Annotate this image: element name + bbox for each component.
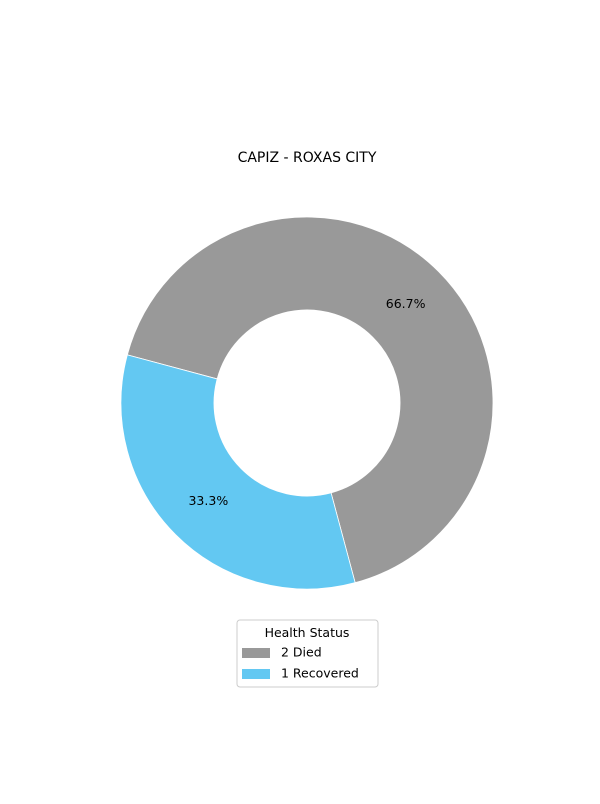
legend: Health Status 2 Died 1 Recovered	[236, 619, 379, 688]
percent-labels-group: 66.7% 33.3%	[188, 296, 425, 508]
legend-label-recovered: 1 Recovered	[281, 666, 359, 681]
percent-label-died: 66.7%	[386, 296, 426, 311]
legend-frame	[236, 619, 379, 688]
legend-items: 2 Died 1 Recovered	[242, 645, 359, 681]
legend-label-died: 2 Died	[281, 645, 322, 660]
legend-swatch-died	[242, 648, 270, 658]
slice-recovered	[120, 354, 356, 590]
percent-label-recovered: 33.3%	[188, 493, 228, 508]
chart-title: CAPIZ - ROXAS CITY	[238, 150, 377, 166]
legend-title: Health Status	[265, 625, 350, 640]
slice-died	[126, 216, 494, 584]
legend-swatch-recovered	[242, 669, 270, 679]
slices-group	[120, 216, 494, 590]
